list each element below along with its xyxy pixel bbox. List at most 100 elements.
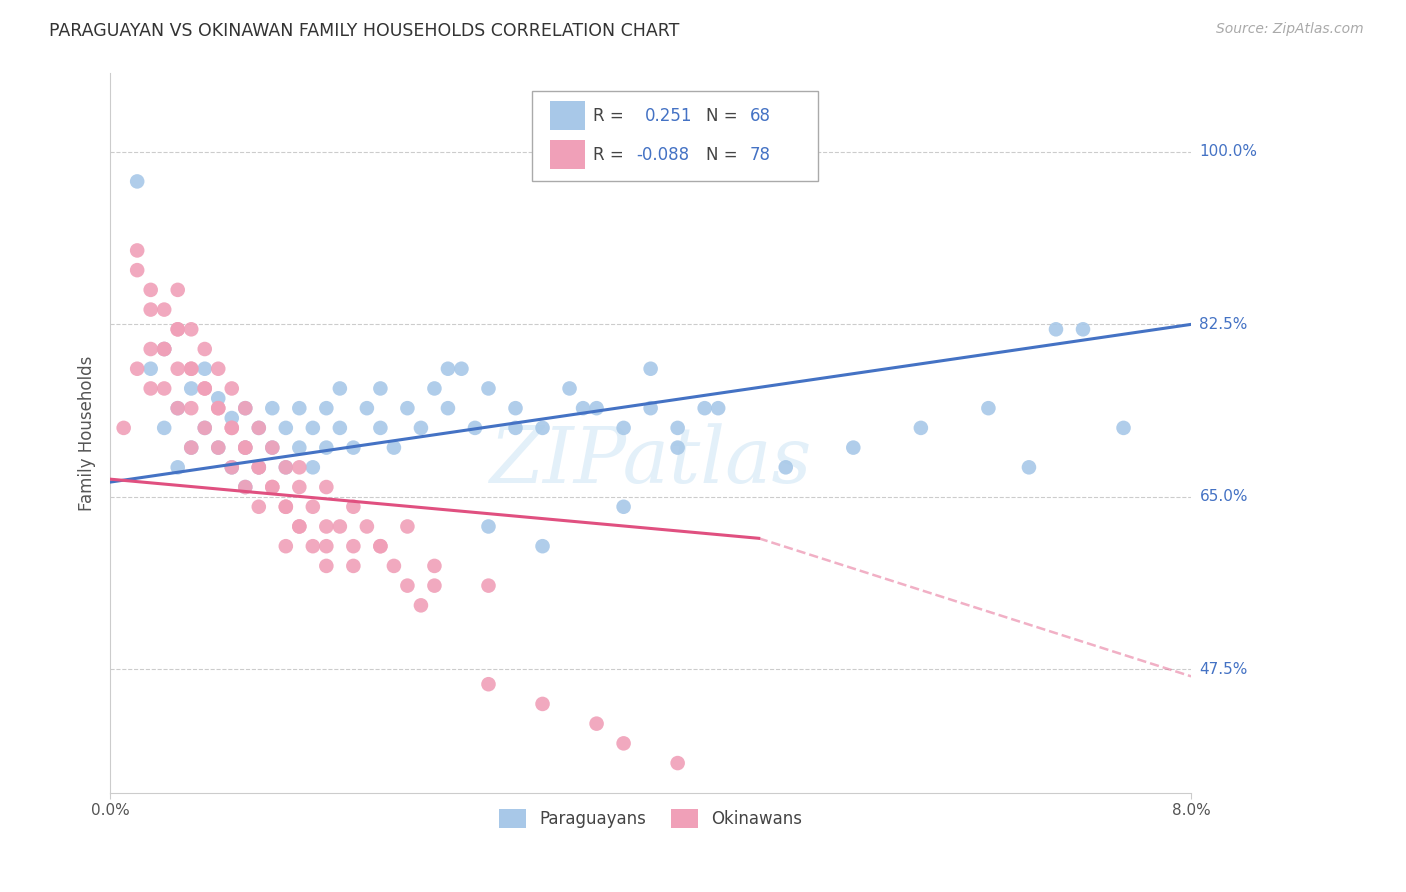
Point [153, 342, 176, 356]
Point [356, 519, 378, 533]
Point [274, 500, 297, 514]
Point [329, 519, 352, 533]
Point [233, 401, 256, 416]
Point [233, 480, 256, 494]
Text: N =: N = [706, 107, 742, 125]
Point [127, 244, 149, 258]
Point [247, 460, 270, 475]
Point [166, 401, 188, 416]
Point [477, 519, 499, 533]
Point [274, 460, 297, 475]
Point [370, 539, 392, 553]
Point [613, 500, 636, 514]
Point [233, 441, 256, 455]
Point [666, 441, 689, 455]
Point [370, 539, 392, 553]
Point [288, 441, 311, 455]
Point [396, 579, 419, 593]
Point [315, 441, 337, 455]
Point [233, 480, 256, 494]
Point [153, 381, 176, 395]
Point [166, 283, 188, 297]
Point [301, 460, 323, 475]
Text: PARAGUAYAN VS OKINAWAN FAMILY HOUSEHOLDS CORRELATION CHART: PARAGUAYAN VS OKINAWAN FAMILY HOUSEHOLDS… [49, 22, 679, 40]
Point [221, 460, 243, 475]
Point [166, 361, 188, 376]
Point [1112, 421, 1135, 435]
Point [221, 381, 243, 395]
Point [166, 322, 188, 336]
Point [450, 361, 472, 376]
Point [262, 480, 284, 494]
Point [382, 558, 405, 573]
Point [640, 361, 662, 376]
Point [233, 401, 256, 416]
Text: 68: 68 [749, 107, 770, 125]
Point [342, 558, 364, 573]
Point [166, 401, 188, 416]
Point [262, 480, 284, 494]
Point [301, 539, 323, 553]
Y-axis label: Family Households: Family Households [79, 355, 96, 510]
Point [180, 361, 202, 376]
Point [194, 361, 217, 376]
FancyBboxPatch shape [531, 91, 818, 181]
Point [153, 342, 176, 356]
Point [693, 401, 716, 416]
Point [613, 421, 636, 435]
Point [207, 401, 229, 416]
Point [910, 421, 932, 435]
Point [180, 441, 202, 455]
Point [207, 361, 229, 376]
Point [194, 421, 217, 435]
Point [342, 539, 364, 553]
Point [477, 677, 499, 691]
Point [558, 381, 581, 395]
Point [139, 361, 162, 376]
Point [423, 579, 446, 593]
Point [233, 441, 256, 455]
Point [139, 302, 162, 317]
Text: -0.088: -0.088 [637, 145, 690, 163]
Point [666, 421, 689, 435]
Point [315, 401, 337, 416]
Point [274, 500, 297, 514]
Point [288, 519, 311, 533]
Point [1018, 460, 1040, 475]
Point [288, 460, 311, 475]
Point [531, 421, 554, 435]
Point [1045, 322, 1067, 336]
Point [301, 421, 323, 435]
Text: R =: R = [593, 145, 630, 163]
Bar [550, 102, 585, 130]
Point [423, 381, 446, 395]
Point [382, 441, 405, 455]
Point [775, 460, 797, 475]
Point [194, 421, 217, 435]
Point [274, 460, 297, 475]
Point [194, 381, 217, 395]
Point [288, 401, 311, 416]
Point [505, 401, 527, 416]
Text: 82.5%: 82.5% [1199, 317, 1247, 332]
Point [247, 460, 270, 475]
Point [166, 460, 188, 475]
Point [315, 539, 337, 553]
Text: 100.0%: 100.0% [1199, 145, 1257, 160]
Point [274, 539, 297, 553]
Point [127, 263, 149, 277]
Point [1071, 322, 1094, 336]
Text: N =: N = [706, 145, 742, 163]
Point [977, 401, 1000, 416]
Point [356, 401, 378, 416]
Legend: Paraguayans, Okinawans: Paraguayans, Okinawans [492, 802, 808, 835]
Point [180, 381, 202, 395]
Point [274, 421, 297, 435]
Point [207, 401, 229, 416]
Point [585, 401, 607, 416]
Point [477, 381, 499, 395]
Point [477, 579, 499, 593]
Point [180, 441, 202, 455]
Point [233, 441, 256, 455]
Point [194, 381, 217, 395]
